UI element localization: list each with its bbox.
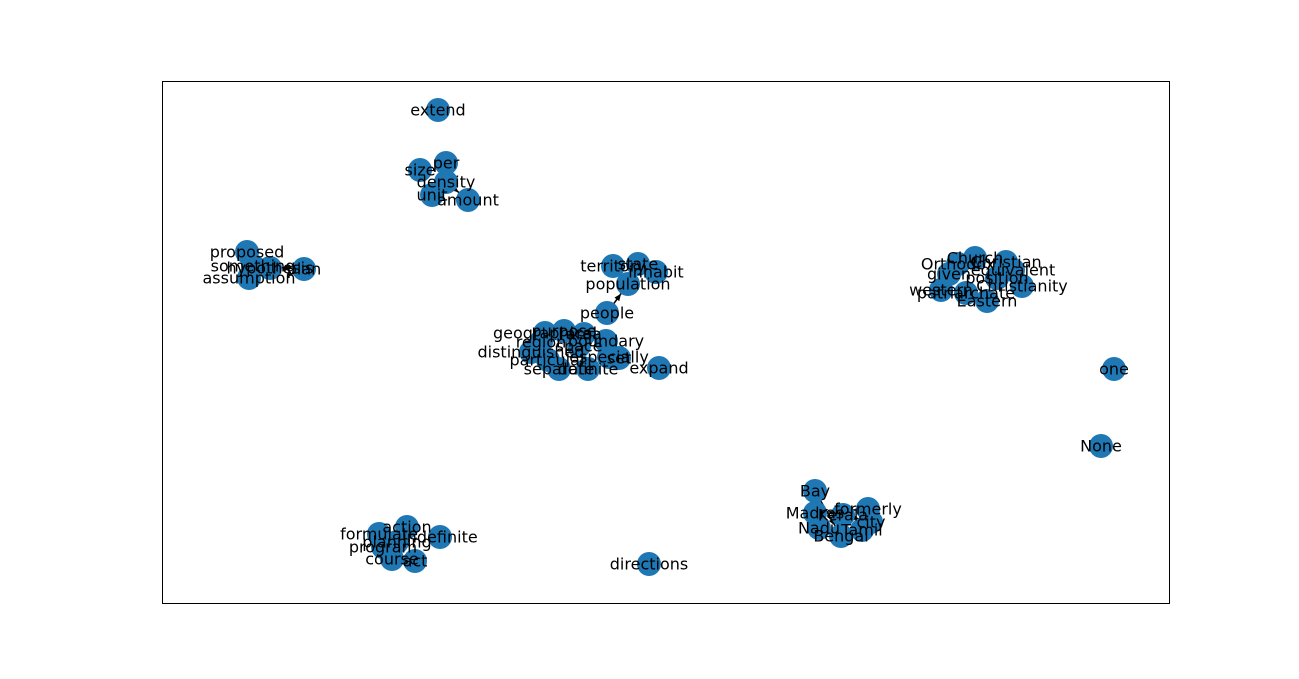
graph-node-per — [434, 151, 458, 175]
node-label-Christianity: Christianity — [976, 277, 1068, 296]
graph-node-state — [626, 252, 650, 276]
node-label-population: population — [585, 275, 670, 294]
node-label-size: size — [404, 161, 435, 180]
node-label-extend: extend — [410, 101, 465, 120]
node-label-indefinite: indefinite — [402, 528, 477, 547]
graph-node-hypothesis — [258, 256, 282, 280]
node-label-assumption: assumption — [202, 269, 295, 288]
node-label-city: city — [857, 513, 886, 532]
graph-node-purpose — [552, 319, 576, 343]
node-label-formulate: formulate — [340, 525, 418, 544]
node-label-formerly: formerly — [834, 500, 902, 519]
graph-node-extend — [426, 98, 450, 122]
graph-node-city — [859, 510, 883, 534]
node-label-western: western — [909, 281, 973, 300]
node-label-program: program — [349, 538, 417, 557]
graph-node-definite — [576, 357, 600, 381]
node-label-region: region — [516, 333, 567, 352]
node-label-geographical: geographical — [493, 324, 597, 343]
graph-node-course — [380, 547, 404, 571]
graph-node-Eastern — [975, 289, 999, 313]
node-label-Christian: Christian — [970, 253, 1041, 272]
graph-node-indefinite — [428, 525, 452, 549]
node-label-space: space — [556, 337, 603, 356]
node-label-plan: plan — [287, 260, 322, 279]
node-label-per: per — [433, 154, 460, 173]
graph-node-directions — [637, 552, 661, 576]
node-label-proposed: proposed — [210, 243, 284, 262]
node-label-action: action — [382, 518, 431, 537]
node-label-position: position — [965, 269, 1028, 288]
node-label-density: density — [417, 173, 476, 192]
graph-node-expand — [647, 356, 671, 380]
node-label-purpose: purpose — [532, 322, 597, 341]
node-label-people: people — [580, 304, 634, 323]
graph-node-territory — [601, 254, 625, 278]
plot-frame — [162, 81, 1170, 604]
graph-edge-arrowhead — [284, 264, 293, 271]
node-label-Bengal: Bengal — [813, 527, 868, 546]
node-label-given: given — [927, 265, 971, 284]
graph-node-size — [408, 158, 432, 182]
node-label-Nadu: Nadu — [798, 519, 840, 538]
node-label-area: area — [566, 325, 602, 344]
node-label-Church: Church — [947, 249, 1004, 268]
node-label-definite: definite — [558, 360, 619, 379]
node-label-course: course — [365, 550, 418, 569]
graph-node-set — [607, 346, 631, 370]
node-label-state: state — [618, 255, 659, 274]
node-label-equivalent: equivalent — [971, 261, 1056, 280]
node-label-separate: separate — [524, 360, 595, 379]
graph-edge-arrowhead — [614, 293, 621, 302]
node-label-amount: amount — [437, 191, 499, 210]
graph-node-amount — [456, 188, 480, 212]
node-label-particular: particular — [509, 351, 586, 370]
node-label-boundary: boundary — [568, 332, 644, 351]
graph-node-Bay — [803, 479, 827, 503]
graph-node-plan — [292, 257, 316, 281]
node-label-Bay: Bay — [800, 482, 830, 501]
graph-node-inhabit — [644, 260, 668, 284]
node-label-patriarchate: patriarchate — [917, 284, 1015, 303]
node-label-Eastern: Eastern — [957, 292, 1018, 311]
graph-node-people — [595, 301, 619, 325]
node-label-especially: especially — [569, 348, 649, 367]
graph-node-Nadu — [807, 516, 831, 540]
node-label-distinguished: distinguished — [477, 343, 584, 362]
node-label-something: something — [211, 257, 296, 276]
node-label-one: one — [1099, 360, 1129, 379]
graph-node-act — [403, 549, 427, 573]
node-label-unit: unit — [417, 186, 448, 205]
graph-node-separate — [547, 357, 571, 381]
node-label-inhabit: inhabit — [628, 263, 683, 282]
node-label-Madras: Madras — [786, 504, 844, 523]
graph-node-Christianity — [1010, 274, 1034, 298]
node-label-Orthodox: Orthodox — [921, 255, 995, 274]
graph-node-unit — [420, 183, 444, 207]
graph-node-Kerala — [831, 503, 855, 527]
node-label-set: set — [607, 349, 631, 368]
graph-node-position — [985, 266, 1009, 290]
graph-node-space — [567, 334, 591, 358]
graph-nodes — [235, 98, 1126, 576]
node-label-directions: directions — [610, 555, 688, 574]
graph-node-Bengal — [829, 524, 853, 548]
node-label-hypothesis: hypothesis — [227, 259, 314, 278]
graph-node-one — [1102, 357, 1126, 381]
graph-node-assumption — [237, 266, 261, 290]
node-label-act: act — [403, 552, 428, 571]
node-label-Kerala: Kerala — [818, 506, 868, 525]
node-label-expand: expand — [629, 359, 688, 378]
graph-node-western — [929, 278, 953, 302]
node-label-territory: territory — [580, 257, 646, 276]
node-label-planning: planning — [362, 533, 431, 552]
graph-node-population — [616, 272, 640, 296]
graph-node-patriarchate — [954, 281, 978, 305]
node-label-None: None — [1080, 437, 1122, 456]
graph-node-None — [1089, 434, 1113, 458]
node-label-Tamil: Tamil — [840, 521, 882, 540]
